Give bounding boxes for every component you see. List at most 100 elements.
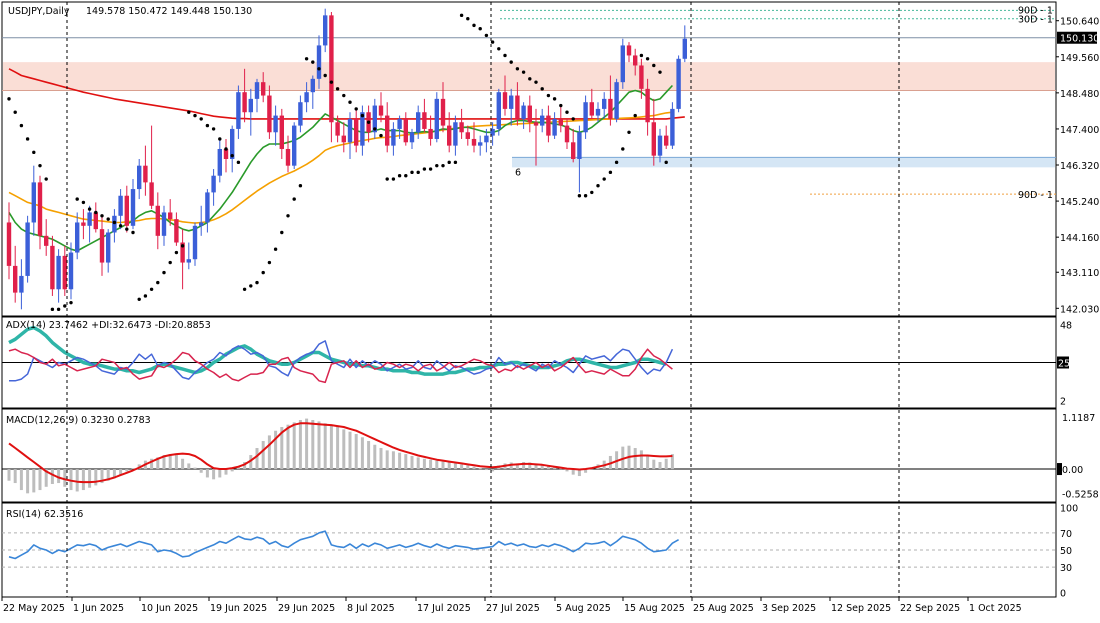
price-axis-label: 142.030 <box>1060 304 1099 315</box>
sar-dot <box>652 63 656 68</box>
macd-hist-bar <box>391 451 395 470</box>
macd-hist-bar <box>224 469 228 475</box>
macd-hist-bar <box>441 461 445 470</box>
candle-body <box>323 15 328 46</box>
sar-dot <box>521 70 526 74</box>
candle-body <box>620 45 625 83</box>
candle-body <box>403 118 408 143</box>
candle-body <box>81 222 86 226</box>
candle-body <box>416 112 421 133</box>
candle-body <box>626 45 632 56</box>
candle-body <box>639 65 644 89</box>
candle-body <box>50 245 55 290</box>
macd-hist-bar <box>255 448 259 470</box>
candle-body <box>335 122 340 136</box>
sar-dot <box>379 133 383 138</box>
macd-hist-bar <box>317 421 321 470</box>
candle-body <box>676 58 681 109</box>
ma-green-line <box>8 84 673 252</box>
sar-dot <box>633 113 637 118</box>
sar-dot <box>273 247 278 251</box>
sar-dot <box>125 227 129 231</box>
candle-body <box>223 148 229 159</box>
macd-hist-bar <box>181 458 185 470</box>
sar-dot <box>106 217 110 221</box>
candle-body <box>354 118 359 146</box>
candle-body <box>75 222 80 253</box>
sar-dot <box>249 284 253 288</box>
macd-hist-bar <box>354 434 358 470</box>
macd-hist-bar <box>484 469 488 471</box>
candle-body <box>298 102 303 126</box>
price-axis-label: 146.320 <box>1060 161 1099 172</box>
candle-body <box>447 125 452 146</box>
candle-body <box>484 135 489 143</box>
macd-hist-bar <box>32 469 36 493</box>
candle-body <box>279 115 284 149</box>
date-axis-label: 19 Jun 2025 <box>210 603 267 614</box>
candle-body <box>478 142 483 146</box>
level-90d-top-tag: 90D - 1 <box>1018 5 1053 16</box>
candle-body <box>428 128 433 139</box>
macd-hist-bar <box>298 420 302 470</box>
macd-hist-bar <box>360 437 364 470</box>
sar-dot <box>69 300 73 305</box>
macd-hist-bar <box>515 463 519 470</box>
date-axis-label: 12 Sep 2025 <box>831 603 891 614</box>
sar-dot <box>441 163 445 168</box>
macd-zero-marker <box>1057 463 1062 476</box>
candle-body <box>292 125 297 166</box>
candle-body <box>186 259 191 263</box>
level-90d-bottom-tag: 90D - 1 <box>1018 190 1053 201</box>
sar-dot <box>211 127 216 131</box>
candle-body <box>378 105 384 116</box>
sar-dot <box>329 80 334 84</box>
sar-dot <box>497 47 501 51</box>
macd-hist-bar <box>305 418 309 470</box>
demand-zone <box>512 157 1055 168</box>
sar-dot <box>391 177 396 181</box>
candle-body <box>161 212 167 236</box>
candle-body <box>385 115 390 146</box>
macd-hist-bar <box>565 469 569 472</box>
macd-hist-bar <box>274 430 278 470</box>
candle-body <box>664 135 669 146</box>
macd-hist-bar <box>534 463 538 470</box>
candle-body <box>533 122 539 126</box>
candle-body <box>540 115 545 126</box>
sar-dot <box>534 80 538 84</box>
macd-hist-bar <box>44 469 48 487</box>
rsi-panel-title: RSI(14) 62.3516 <box>6 509 83 520</box>
sar-dot <box>397 174 402 178</box>
sar-dot <box>658 70 662 74</box>
adx-axis-label: 2 <box>1060 397 1066 408</box>
candle-body <box>118 195 123 216</box>
macd-hist-bar <box>57 469 61 484</box>
date-axis-label: 25 Aug 2025 <box>693 603 754 614</box>
candle-body <box>670 108 675 146</box>
candle-body <box>564 125 570 143</box>
macd-hist-bar <box>236 466 240 470</box>
macd-hist-bar <box>131 468 135 470</box>
candle-body <box>360 112 365 146</box>
sar-dot <box>503 53 507 58</box>
macd-hist-bar <box>88 469 92 488</box>
sar-dot <box>298 184 303 188</box>
sar-dot <box>38 163 42 168</box>
macd-hist-bar <box>267 435 271 470</box>
price-axis-label: 150.640 <box>1060 17 1099 28</box>
price-axis-label: 145.240 <box>1060 197 1099 208</box>
sar-dot <box>224 147 228 151</box>
sar-dot <box>75 197 79 201</box>
sar-dot <box>32 150 36 155</box>
macd-hist-bar <box>528 462 532 470</box>
sar-dot <box>459 13 464 18</box>
macd-hist-bar <box>69 469 73 491</box>
macd-hist-bar <box>410 455 414 470</box>
candle-body <box>372 105 377 133</box>
sar-dot <box>664 160 668 165</box>
macd-hist-bar <box>398 452 402 470</box>
macd-hist-bar <box>125 469 129 472</box>
candle-body <box>37 182 43 236</box>
